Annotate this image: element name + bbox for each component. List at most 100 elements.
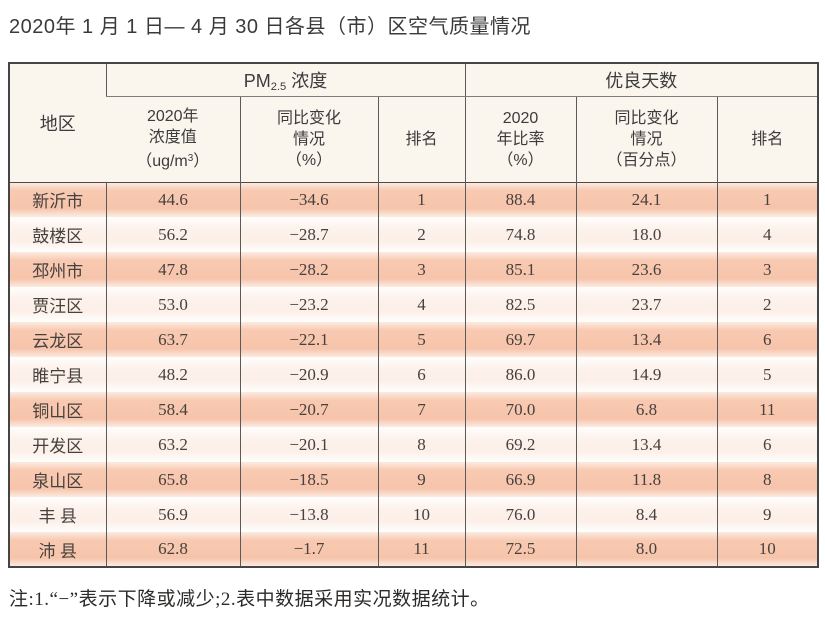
cell-gd-rank: 10 [716, 532, 819, 567]
page-title: 2020年 1 月 1 日— 4 月 30 日各县（市）区空气质量情况 [9, 16, 532, 38]
subheader-gd-change: 同比变化 情况 （百分点） [575, 96, 718, 182]
cell-gd-change: 18.0 [575, 217, 718, 252]
cell-pm-rank: 11 [377, 532, 466, 567]
subheader-gd-ratio: 2020 年比率 （%） [464, 96, 577, 182]
cell-region: 新沂市 [9, 182, 106, 217]
cell-gd-change: 13.4 [575, 322, 718, 357]
group-header-pm25: PM2.5 浓度 [105, 63, 466, 97]
table-header: 地区 PM2.5 浓度 优良天数 2020年 浓度值 （ug/m3） 同比变化 … [9, 63, 819, 182]
cell-pm-change: −1.7 [239, 532, 378, 567]
cell-pm-value: 53.0 [105, 287, 240, 322]
cell-pm-change: −28.7 [239, 217, 378, 252]
cell-pm-rank: 1 [377, 182, 466, 217]
cell-pm-value: 44.6 [105, 182, 240, 217]
cell-pm-rank: 4 [377, 287, 466, 322]
cell-pm-rank: 3 [377, 252, 466, 287]
cell-pm-change: −28.2 [239, 252, 378, 287]
cell-pm-value: 56.2 [105, 217, 240, 252]
cell-region: 邳州市 [9, 252, 106, 287]
cell-gd-rank: 8 [716, 462, 819, 497]
cell-gd-rank: 9 [716, 497, 819, 532]
cell-pm-change: −23.2 [239, 287, 378, 322]
table-row: 新沂市 44.6 −34.6 1 88.4 24.1 1 [9, 182, 819, 217]
group-header-row: 地区 PM2.5 浓度 优良天数 [9, 63, 819, 182]
pm25-prefix: PM [243, 70, 271, 91]
cell-gd-rank: 1 [716, 182, 819, 217]
cell-pm-rank: 5 [377, 322, 466, 357]
cubic-superscript: 3 [187, 153, 194, 164]
cell-pm-value: 48.2 [105, 357, 240, 392]
cell-gd-rank: 3 [716, 252, 819, 287]
cell-gd-ratio: 69.7 [464, 322, 577, 357]
pm25-subscript: 2.5 [270, 80, 287, 93]
cell-gd-rank: 4 [716, 217, 819, 252]
cell-gd-rank: 5 [716, 357, 819, 392]
table-row: 鼓楼区 56.2 −28.7 2 74.8 18.0 4 [9, 217, 819, 252]
table-row: 沛 县 62.8 −1.7 11 72.5 8.0 10 [9, 532, 819, 567]
cell-pm-value: 56.9 [105, 497, 240, 532]
cell-gd-rank: 6 [716, 427, 819, 462]
cell-gd-change: 8.4 [575, 497, 718, 532]
cell-gd-ratio: 86.0 [464, 357, 577, 392]
cell-gd-change: 14.9 [575, 357, 718, 392]
cell-gd-change: 24.1 [575, 182, 718, 217]
cell-pm-change: −13.8 [239, 497, 378, 532]
cell-gd-change: 6.8 [575, 392, 718, 427]
footnote: 注:1.“−”表示下降或减少;2.表中数据采用实况数据统计。 [9, 589, 490, 610]
subheader-pm-rank: 排名 [377, 96, 466, 182]
cell-pm-rank: 9 [377, 462, 466, 497]
cell-pm-value: 63.2 [105, 427, 240, 462]
cell-gd-change: 23.7 [575, 287, 718, 322]
cell-gd-ratio: 82.5 [464, 287, 577, 322]
table-row: 贾汪区 53.0 −23.2 4 82.5 23.7 2 [9, 287, 819, 322]
cell-gd-ratio: 88.4 [464, 182, 577, 217]
cell-pm-value: 65.8 [105, 462, 240, 497]
cell-pm-rank: 6 [377, 357, 466, 392]
cell-gd-ratio: 85.1 [464, 252, 577, 287]
air-quality-table: 地区 PM2.5 浓度 优良天数 2020年 浓度值 （ug/m3） 同比变化 … [8, 62, 820, 568]
col-header-region: 地区 [9, 63, 106, 182]
cell-gd-rank: 11 [716, 392, 819, 427]
table-body: 新沂市 44.6 −34.6 1 88.4 24.1 1 鼓楼区 56.2 −2… [9, 182, 819, 567]
table-row: 丰 县 56.9 −13.8 10 76.0 8.4 9 [9, 497, 819, 532]
cell-gd-change: 11.8 [575, 462, 718, 497]
cell-region: 贾汪区 [9, 287, 106, 322]
table-row: 铜山区 58.4 −20.7 7 70.0 6.8 11 [9, 392, 819, 427]
cell-region: 沛 县 [9, 532, 106, 567]
cell-region: 丰 县 [9, 497, 106, 532]
cell-pm-change: −34.6 [239, 182, 378, 217]
subheader-pm-change: 同比变化 情况 （%） [239, 96, 378, 182]
cell-region: 睢宁县 [9, 357, 106, 392]
group-header-good-days: 优良天数 [464, 63, 819, 97]
cell-gd-rank: 6 [716, 322, 819, 357]
cell-pm-change: −22.1 [239, 322, 378, 357]
cell-region: 鼓楼区 [9, 217, 106, 252]
table-row: 云龙区 63.7 −22.1 5 69.7 13.4 6 [9, 322, 819, 357]
cell-gd-ratio: 76.0 [464, 497, 577, 532]
cell-pm-rank: 7 [377, 392, 466, 427]
table-row: 开发区 63.2 −20.1 8 69.2 13.4 6 [9, 427, 819, 462]
sub-header-row: 2020年 浓度值 （ug/m3） 同比变化 情况 （%） 排名 2020 年比… [9, 96, 819, 182]
table-row: 泉山区 65.8 −18.5 9 66.9 11.8 8 [9, 462, 819, 497]
subheader-gd-rank: 排名 [716, 96, 819, 182]
cell-pm-value: 62.8 [105, 532, 240, 567]
subheader-pm-value: 2020年 浓度值 （ug/m3） [106, 96, 240, 182]
cell-pm-change: −20.7 [239, 392, 378, 427]
cell-region: 云龙区 [9, 322, 106, 357]
cell-gd-ratio: 66.9 [464, 462, 577, 497]
cell-pm-value: 63.7 [105, 322, 240, 357]
cell-gd-rank: 2 [716, 287, 819, 322]
cell-pm-rank: 8 [377, 427, 466, 462]
pm25-suffix: 浓度 [286, 70, 328, 91]
cell-region: 铜山区 [9, 392, 106, 427]
cell-pm-change: −20.1 [239, 427, 378, 462]
cell-region: 泉山区 [9, 462, 106, 497]
cell-pm-rank: 2 [377, 217, 466, 252]
table-row: 睢宁县 48.2 −20.9 6 86.0 14.9 5 [9, 357, 819, 392]
cell-gd-ratio: 72.5 [464, 532, 577, 567]
cell-gd-ratio: 69.2 [464, 427, 577, 462]
cell-gd-change: 13.4 [575, 427, 718, 462]
cell-pm-change: −18.5 [239, 462, 378, 497]
cell-pm-value: 47.8 [105, 252, 240, 287]
